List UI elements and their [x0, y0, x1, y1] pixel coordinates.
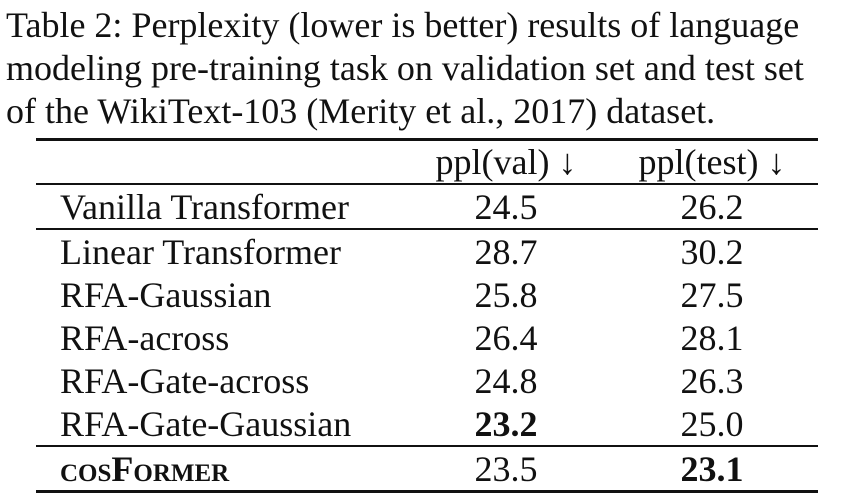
- ppl-val-value: 23.5: [474, 448, 538, 489]
- table-row: RFA-Gate-Gaussian 23.2 25.0: [36, 402, 818, 445]
- model-name: RFA-Gate-Gaussian: [60, 403, 352, 444]
- table-header-row: ppl(val) ↓ ppl(test) ↓: [36, 141, 818, 183]
- table-row: Linear Transformer 28.7 30.2: [36, 230, 818, 273]
- caption-line: of the WikiText-103 (Merity et al., 2017…: [6, 91, 716, 131]
- ppl-val-value: 25.8: [474, 274, 538, 315]
- model-name: RFA-Gate-across: [60, 360, 310, 401]
- model-name: RFA-Gaussian: [60, 274, 272, 315]
- ppl-val-value: 24.5: [474, 186, 538, 227]
- top-rule: [36, 138, 818, 141]
- ppl-val-value: 24.8: [474, 360, 538, 401]
- ppl-val-value-best: 23.2: [474, 403, 538, 444]
- ppl-test-value: 25.0: [680, 403, 744, 444]
- ppl-val-value: 26.4: [474, 317, 538, 358]
- bottom-rule: [36, 490, 818, 493]
- table-row: Vanilla Transformer 24.5 26.2: [36, 185, 818, 228]
- group-rule: [36, 228, 818, 230]
- table-row-ours: cosFormer 23.5 23.1: [36, 447, 818, 490]
- model-name: Linear Transformer: [60, 231, 341, 272]
- group-rule: [36, 445, 818, 447]
- header-rule: [36, 183, 818, 185]
- ppl-test-value: 28.1: [680, 317, 744, 358]
- table-caption: Table 2: Perplexity (lower is better) re…: [6, 4, 858, 133]
- header-ppl-test: ppl(test) ↓: [638, 142, 786, 182]
- caption-line: modeling pre-training task on validation…: [6, 48, 804, 88]
- model-name: Vanilla Transformer: [60, 186, 349, 227]
- model-name: RFA-across: [60, 317, 230, 358]
- table-row: RFA-across 26.4 28.1: [36, 316, 818, 359]
- table-row: RFA-Gate-across 24.8 26.3: [36, 359, 818, 402]
- header-ppl-val: ppl(val) ↓: [435, 142, 577, 182]
- ppl-test-value: 30.2: [680, 231, 744, 272]
- ppl-test-value-best: 23.1: [680, 448, 744, 489]
- ppl-test-value: 26.3: [680, 360, 744, 401]
- table-row: RFA-Gaussian 25.8 27.5: [36, 273, 818, 316]
- ppl-val-value: 28.7: [474, 231, 538, 272]
- results-table: ppl(val) ↓ ppl(test) ↓ Vanilla Transform…: [36, 138, 818, 493]
- ppl-test-value: 26.2: [680, 186, 744, 227]
- caption-line: Table 2: Perplexity (lower is better) re…: [6, 5, 800, 45]
- ppl-test-value: 27.5: [680, 274, 744, 315]
- model-name: cosFormer: [60, 448, 230, 489]
